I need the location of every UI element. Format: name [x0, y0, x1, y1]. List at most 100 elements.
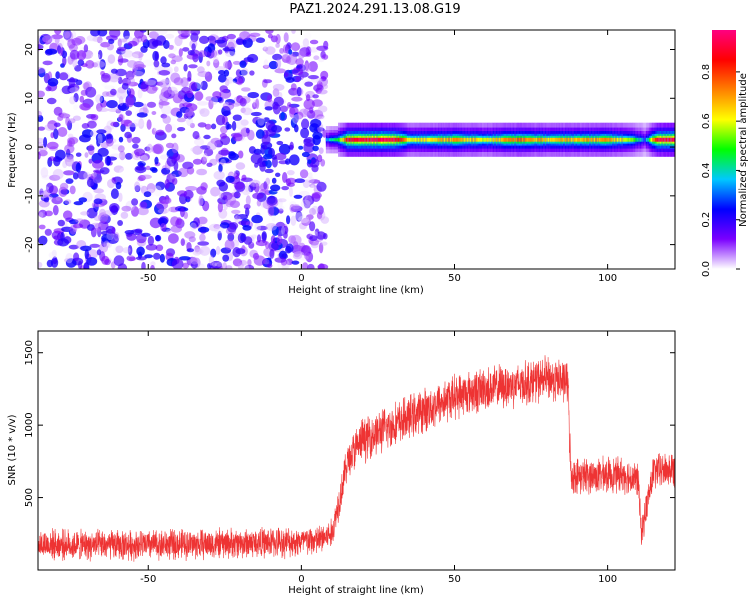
x-tick-label: -50 [140, 273, 156, 284]
spectrogram-band-cell [433, 137, 435, 142]
spectrogram-band-cell [509, 137, 512, 142]
spectrogram-band-cell [430, 137, 432, 142]
spectrogram-blob [77, 59, 85, 66]
spectrogram-blob [316, 128, 321, 134]
spectrogram-band-cell [471, 137, 473, 142]
spectrogram-band-cell [609, 137, 611, 142]
spectrogram-blob [38, 212, 44, 218]
spectrogram-band-cell [612, 137, 614, 142]
spectrogram-blob [310, 184, 315, 194]
spectrogram-blob [134, 185, 141, 193]
snr-ticks: -50 0 50 100 500 1000 1500 [24, 331, 675, 585]
snr-ylabel: SNR (10 * v/v) [7, 414, 18, 485]
spectrogram-band-cell [408, 137, 411, 142]
spectrogram-band-cell [567, 137, 570, 142]
spectrogram-band-cell [477, 137, 480, 142]
spectrogram-band-cell [342, 137, 345, 142]
spectrogram-blob [52, 205, 59, 216]
spectrogram-blob [242, 107, 253, 116]
spectrogram-blob [266, 263, 273, 268]
spectrogram-blob [58, 72, 69, 81]
spectrogram-blob [291, 68, 304, 76]
spectrogram-blob [277, 198, 283, 209]
spectrogram-blob [46, 141, 59, 150]
spectrogram-band-cell [400, 137, 403, 142]
spectrogram-blob [256, 199, 262, 207]
spectrogram-blob [275, 33, 281, 45]
spectrogram-band-cell [633, 137, 636, 142]
spectrogram-blob [323, 40, 329, 50]
spectrogram-blob [220, 158, 226, 166]
spectrogram-blob [64, 144, 75, 154]
spectrogram-blob [190, 30, 201, 36]
spectrogram-blob [63, 200, 70, 206]
spectrogram-band-cell [497, 137, 500, 142]
spectrogram-blob [42, 35, 54, 43]
spectrogram-blob [38, 67, 46, 74]
spectrogram-blob [289, 141, 294, 151]
spectrogram-band-cell [491, 137, 493, 142]
spectrogram-band-cell [615, 137, 617, 142]
colorbar-tick-label: 0.0 [701, 261, 712, 277]
spectrogram-blob [192, 247, 202, 256]
spectrogram-blob [104, 85, 115, 90]
spectrogram-blob [47, 77, 59, 87]
y-tick-label: 500 [24, 488, 35, 507]
spectrogram-blob [174, 35, 183, 47]
spectrogram-blob [89, 243, 100, 248]
spectrogram-band-cell [338, 137, 340, 142]
spectrogram-band-cell [445, 137, 447, 142]
spectrogram-blob [45, 48, 58, 55]
spectrogram-blob [151, 127, 157, 135]
spectrogram-blob [272, 103, 281, 115]
spectrogram-blob [269, 249, 275, 259]
spectrogram-band-cell [362, 137, 365, 142]
spectrogram-blob [313, 55, 320, 60]
spectrogram-blob [266, 94, 273, 103]
spectrogram-blob [131, 206, 139, 217]
spectrogram-blob [272, 83, 285, 91]
spectrogram-band-cell [604, 137, 607, 142]
spectrogram-blob [299, 169, 309, 179]
spectrogram-blob [308, 61, 318, 72]
spectrogram-band-cell [517, 137, 519, 142]
spectrogram-blob [310, 118, 322, 128]
spectrogram-blob [185, 186, 198, 191]
spectrogram-blob [157, 208, 169, 214]
spectrogram-blob [271, 225, 279, 236]
spectrogram-blob [231, 120, 237, 131]
x-tick-label: 0 [298, 273, 304, 284]
spectrogram-blob [208, 255, 214, 266]
spectrogram-band-cell [531, 137, 533, 142]
spectrogram-blob [155, 30, 168, 35]
spectrogram-blob [118, 96, 124, 106]
spectrogram-blob [155, 81, 164, 86]
spectrogram-blob [120, 119, 133, 127]
spectrogram-blob [42, 60, 53, 66]
spectrogram-blob [286, 215, 291, 225]
spectrogram-band-cell [630, 137, 633, 142]
spectrogram-blob [308, 179, 321, 184]
spectrogram-blob [159, 196, 172, 205]
spectrogram-blob [48, 251, 57, 259]
spectrogram-band-cell [494, 137, 496, 142]
spectrogram-band-cell [523, 137, 526, 142]
spectrogram-band-cell [436, 137, 438, 142]
spectrogram-blob [173, 66, 179, 73]
spectrogram-blob [282, 225, 289, 235]
spectrogram-blob [239, 60, 247, 68]
spectrogram-band-cell [345, 137, 348, 142]
spectrogram-blob [75, 162, 82, 173]
spectrogram-blob [197, 66, 205, 74]
spectrogram-blob [235, 162, 246, 170]
spectrogram-band-cell [547, 137, 550, 142]
spectrogram-blob [315, 78, 323, 83]
spectrogram-blob [197, 216, 208, 225]
spectrogram-blob [151, 111, 157, 115]
spectrogram-blob [311, 192, 322, 199]
spectrogram-blob [84, 152, 89, 158]
spectrogram-band-cell [661, 137, 663, 142]
spectrogram-band-cell [459, 137, 461, 142]
spectrogram-blob [63, 154, 74, 162]
spectrogram-blob [250, 111, 262, 117]
